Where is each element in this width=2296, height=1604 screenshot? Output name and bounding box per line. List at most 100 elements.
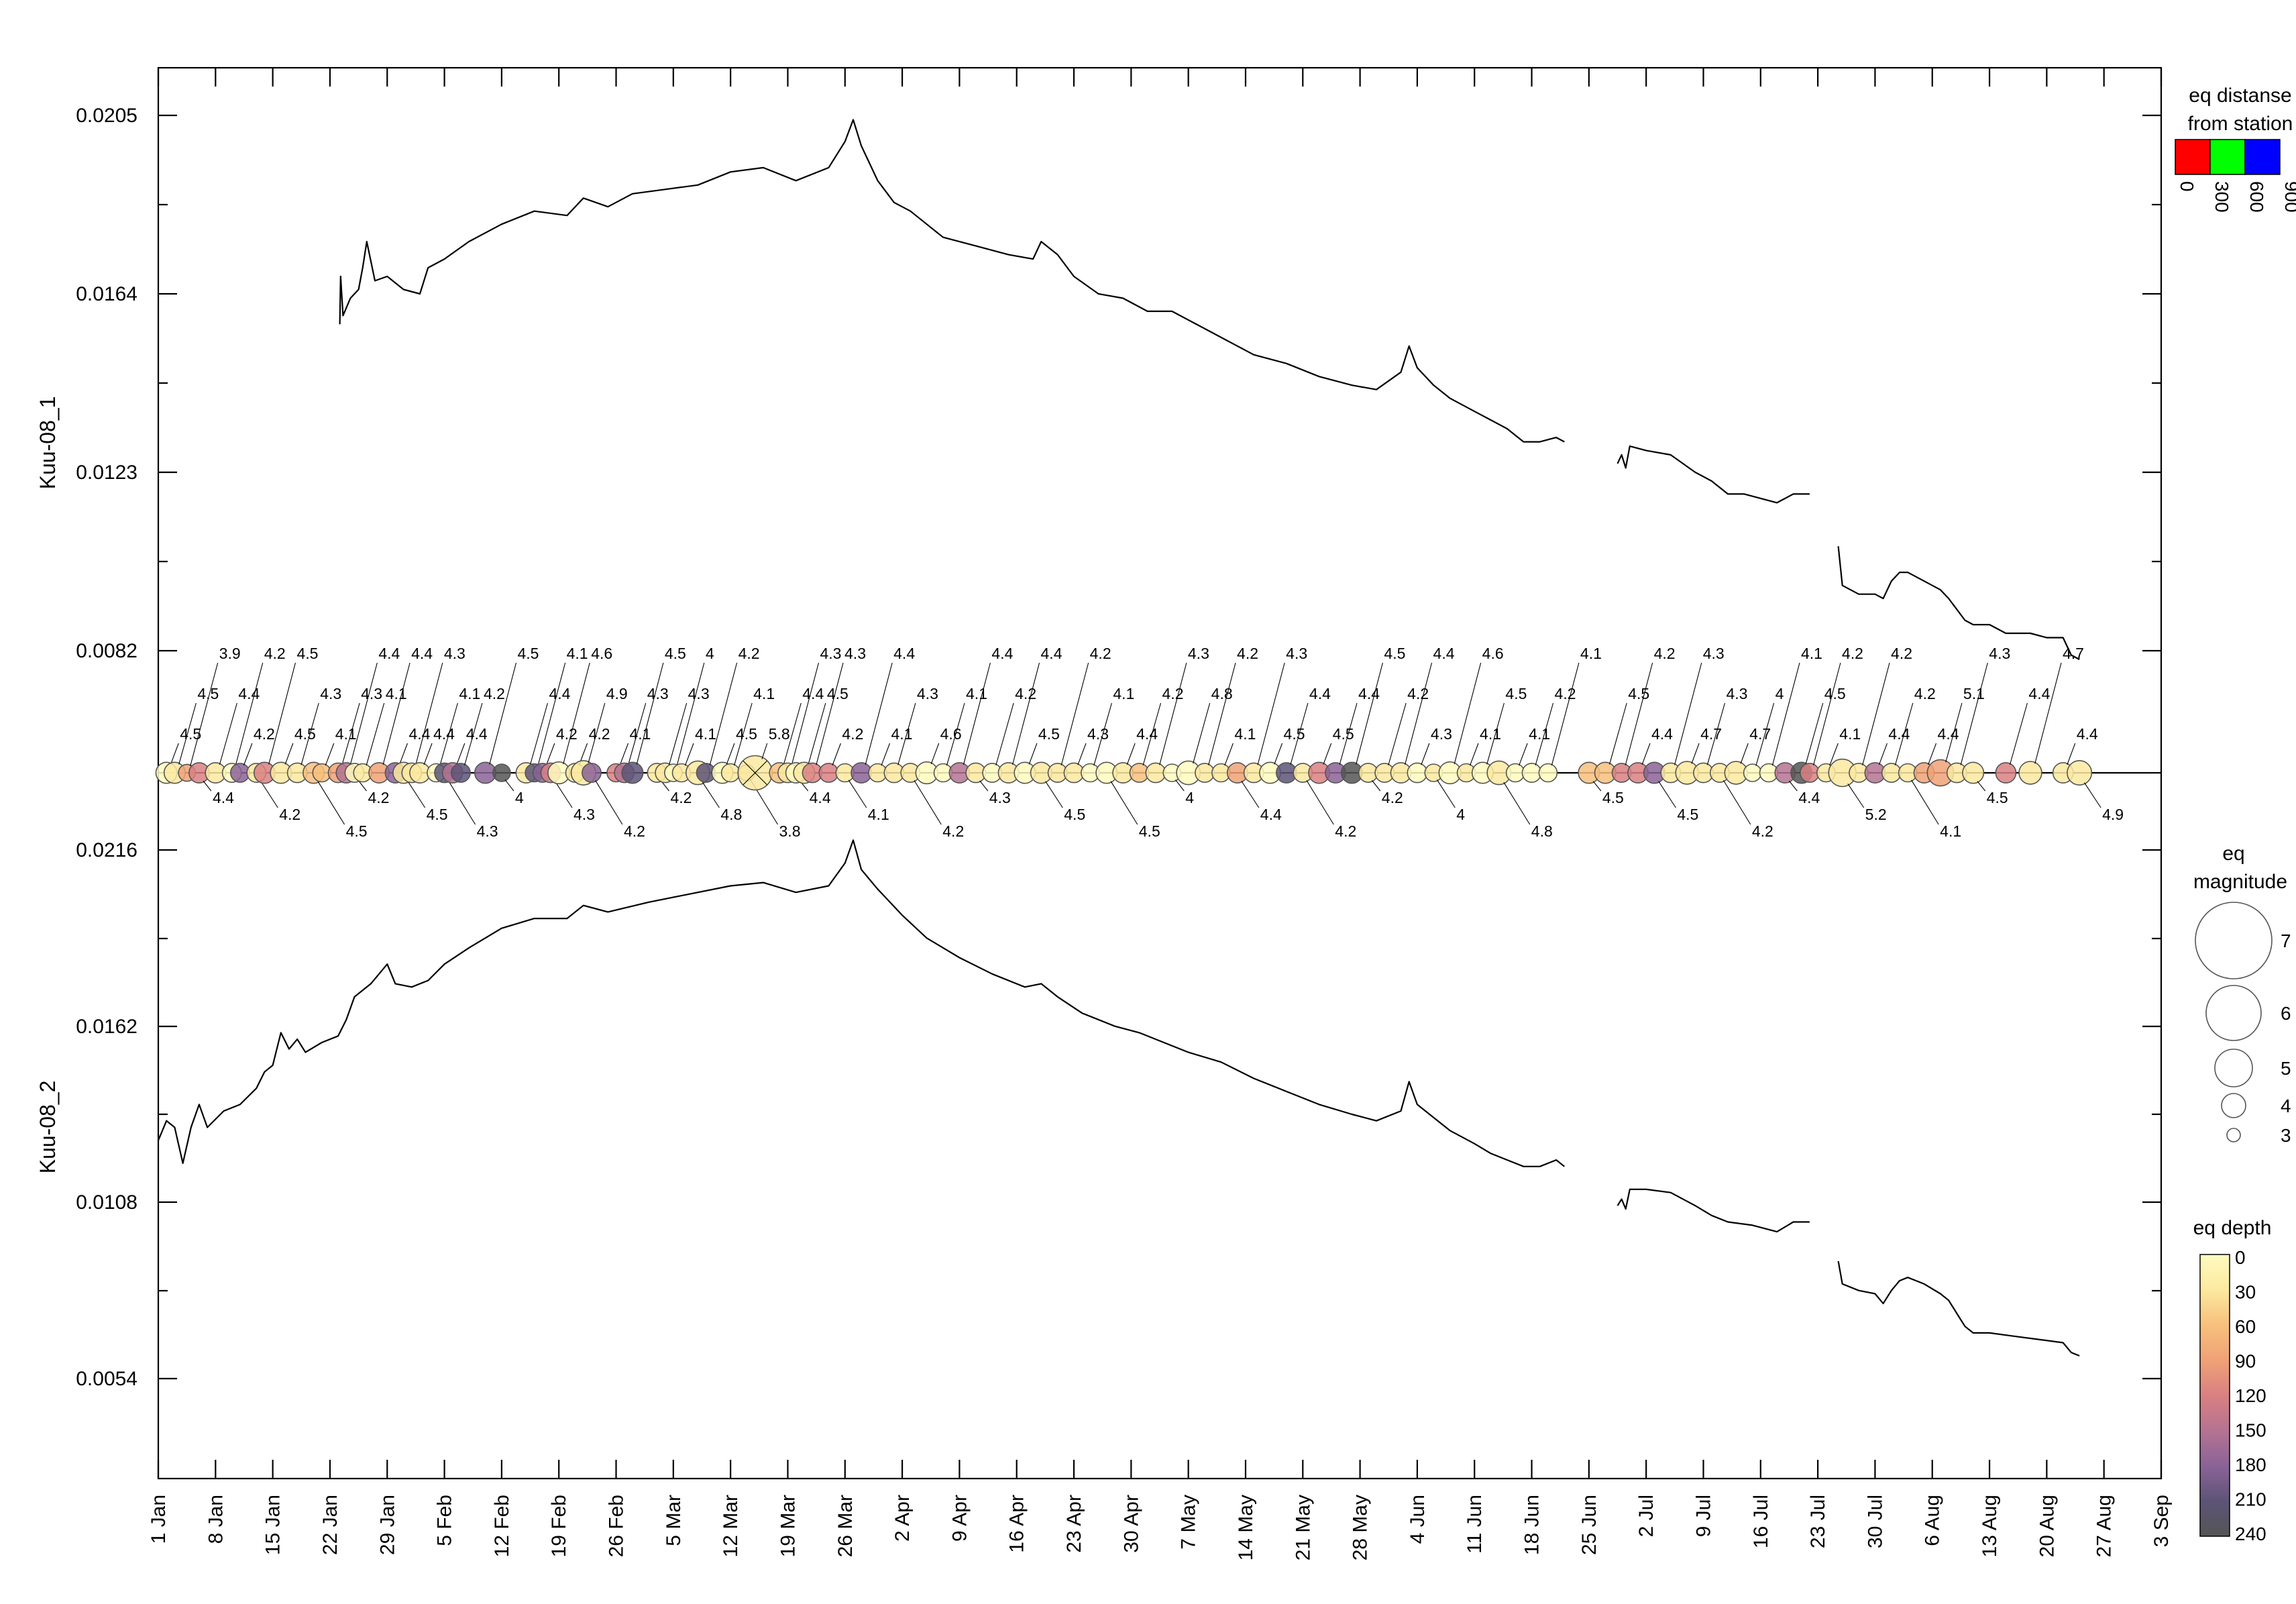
earthquake-magnitude-label: 4.3 bbox=[917, 685, 938, 702]
depth-legend-label: 30 bbox=[2235, 1282, 2256, 1303]
earthquake-bubble bbox=[818, 763, 839, 783]
earthquake-magnitude-label: 4.4 bbox=[991, 645, 1013, 662]
earthquake-magnitude-label: 4.5 bbox=[1038, 725, 1060, 743]
earthquake-leader bbox=[1323, 743, 1332, 765]
earthquake-leader bbox=[726, 743, 735, 765]
x-tick-label: 30 Jul bbox=[1864, 1495, 1886, 1548]
y-tick-label: 0.0082 bbox=[76, 640, 138, 662]
earthquake-leader bbox=[881, 743, 891, 766]
earthquake-leader bbox=[1371, 780, 1381, 792]
earthquake-leader bbox=[1805, 702, 1824, 765]
y-tick-label: 0.0054 bbox=[76, 1368, 138, 1390]
earthquake-magnitude-label: 4.7 bbox=[2063, 645, 2084, 662]
earthquake-leader bbox=[1894, 702, 1914, 765]
earthquake-magnitude-label: 4.1 bbox=[630, 725, 651, 743]
x-tick-label: 26 Feb bbox=[606, 1495, 628, 1557]
earthquake-magnitude-label: 4.3 bbox=[1286, 645, 1307, 662]
earthquake-leader bbox=[1193, 702, 1211, 764]
earthquake-magnitude-label: 4.4 bbox=[1433, 645, 1455, 662]
earthquake-leader bbox=[1674, 662, 1702, 765]
x-tick-label: 9 Apr bbox=[948, 1495, 971, 1542]
x-tick-label: 15 Jan bbox=[262, 1495, 284, 1555]
earthquake-leader bbox=[963, 662, 991, 765]
earthquake-magnitude-label: 4.5 bbox=[1284, 725, 1305, 743]
x-tick-label: 9 Jul bbox=[1692, 1495, 1714, 1537]
earthquake-magnitude-label: 4.4 bbox=[2028, 685, 2050, 702]
earthquake-leader bbox=[2034, 662, 2062, 764]
earthquake-magnitude-label: 4.2 bbox=[1382, 789, 1403, 806]
earthquake-magnitude-label: 4.5 bbox=[1064, 806, 1085, 823]
earthquake-leader bbox=[1658, 781, 1676, 808]
series-line-Kuu-08_1 bbox=[339, 119, 2080, 660]
earthquake-magnitude-label: 4.4 bbox=[810, 789, 831, 806]
distance-legend-label: 0 bbox=[2177, 181, 2197, 192]
earthquake-leader bbox=[1945, 702, 1963, 763]
earthquake-leader bbox=[398, 743, 408, 765]
earthquake-leader bbox=[1878, 743, 1888, 765]
earthquake-leader bbox=[1928, 743, 1937, 765]
x-tick-label: 19 Mar bbox=[777, 1495, 799, 1557]
earthquake-magnitude-label: 4.4 bbox=[411, 645, 433, 662]
earthquake-magnitude-label: 4.4 bbox=[1938, 725, 1959, 743]
earthquake-magnitude-label: 4.6 bbox=[591, 645, 612, 662]
earthquake-bubble bbox=[1743, 763, 1762, 782]
earthquake-magnitude-label: 4.1 bbox=[891, 725, 913, 743]
earthquake-leader bbox=[489, 662, 517, 765]
x-tick-label: 18 Jun bbox=[1521, 1495, 1543, 1555]
x-tick-label: 26 Mar bbox=[834, 1495, 857, 1557]
earthquake-magnitude-label: 4.3 bbox=[444, 645, 466, 662]
magnitude-legend-circle bbox=[2195, 902, 2273, 979]
earthquake-leader bbox=[979, 780, 989, 792]
earthquake-bubble bbox=[1407, 762, 1428, 784]
earthquake-magnitude-label: 4.5 bbox=[294, 725, 316, 743]
earthquake-magnitude-label: 4.1 bbox=[868, 806, 889, 823]
earthquake-magnitude-label: 4.4 bbox=[1260, 806, 1282, 823]
earthquake-leader bbox=[588, 702, 606, 763]
earthquake-magnitude-label: 4 bbox=[1456, 806, 1465, 823]
earthquake-magnitude-label: 4.4 bbox=[549, 685, 570, 702]
earthquake-leader bbox=[439, 702, 458, 766]
earthquake-magnitude-label: 4.2 bbox=[556, 725, 578, 743]
earthquake-magnitude-label: 4.1 bbox=[753, 685, 775, 702]
distance-legend-label: 600 bbox=[2246, 181, 2267, 213]
earthquake-leader bbox=[734, 702, 753, 766]
earthquake-leader bbox=[816, 662, 844, 765]
earthquake-leader bbox=[423, 743, 433, 765]
earthquake-magnitude-label: 4.7 bbox=[1700, 725, 1722, 743]
earthquake-magnitude-label: 4.1 bbox=[1839, 725, 1861, 743]
distance-legend-title: from station bbox=[2188, 113, 2293, 135]
earthquake-leader bbox=[1486, 702, 1505, 765]
earthquake-magnitude-label: 4.4 bbox=[1651, 725, 1673, 743]
series-line-Kuu-08_2 bbox=[157, 839, 2080, 1357]
earthquake-leader bbox=[848, 780, 867, 808]
x-tick-label: 5 Feb bbox=[434, 1495, 456, 1546]
axes: 0.0205 0.0164 0.0123 0.0082 Kuu-08_1 0.0216 0.… bbox=[36, 68, 2173, 1560]
earthquake-magnitude-label: 4.4 bbox=[1041, 645, 1062, 662]
earthquake-leader bbox=[260, 780, 278, 808]
depth-legend-label: 150 bbox=[2235, 1420, 2266, 1441]
earthquake-magnitude-label: 4.3 bbox=[688, 685, 710, 702]
magnitude-legend-label: 6 bbox=[2281, 1003, 2291, 1024]
earthquake-magnitude-label: 4.2 bbox=[842, 725, 863, 743]
earthquake-magnitude-label: 5.2 bbox=[1865, 806, 1887, 823]
earthquake-leader bbox=[1290, 702, 1309, 765]
earthquake-magnitude-label: 4 bbox=[1775, 685, 1784, 702]
earthquake-leader bbox=[1388, 702, 1407, 765]
earthquake-bubble bbox=[451, 763, 471, 783]
earthquake-leader bbox=[1813, 662, 1841, 765]
distance-legend-label: 900 bbox=[2281, 181, 2296, 213]
depth-legend-label: 240 bbox=[2235, 1523, 2266, 1544]
magnitude-legend-label: 5 bbox=[2281, 1058, 2291, 1079]
earthquake-leader bbox=[783, 702, 802, 765]
x-tick-label: 4 Jun bbox=[1407, 1495, 1429, 1544]
earthquake-leader bbox=[415, 662, 443, 765]
earthquake-magnitude-label: 4.2 bbox=[1237, 645, 1258, 662]
earthquake-leader bbox=[1012, 662, 1040, 765]
earthquake-bubble bbox=[582, 763, 602, 783]
earthquake-magnitude-label: 3.9 bbox=[219, 645, 241, 662]
earthquake-leader bbox=[170, 743, 179, 765]
earthquake-leader bbox=[317, 781, 345, 825]
earthquake-bubble bbox=[720, 763, 741, 783]
earthquake-magnitude-label: 4.2 bbox=[1752, 822, 1773, 840]
y-tick-label: 0.0162 bbox=[76, 1016, 138, 1038]
